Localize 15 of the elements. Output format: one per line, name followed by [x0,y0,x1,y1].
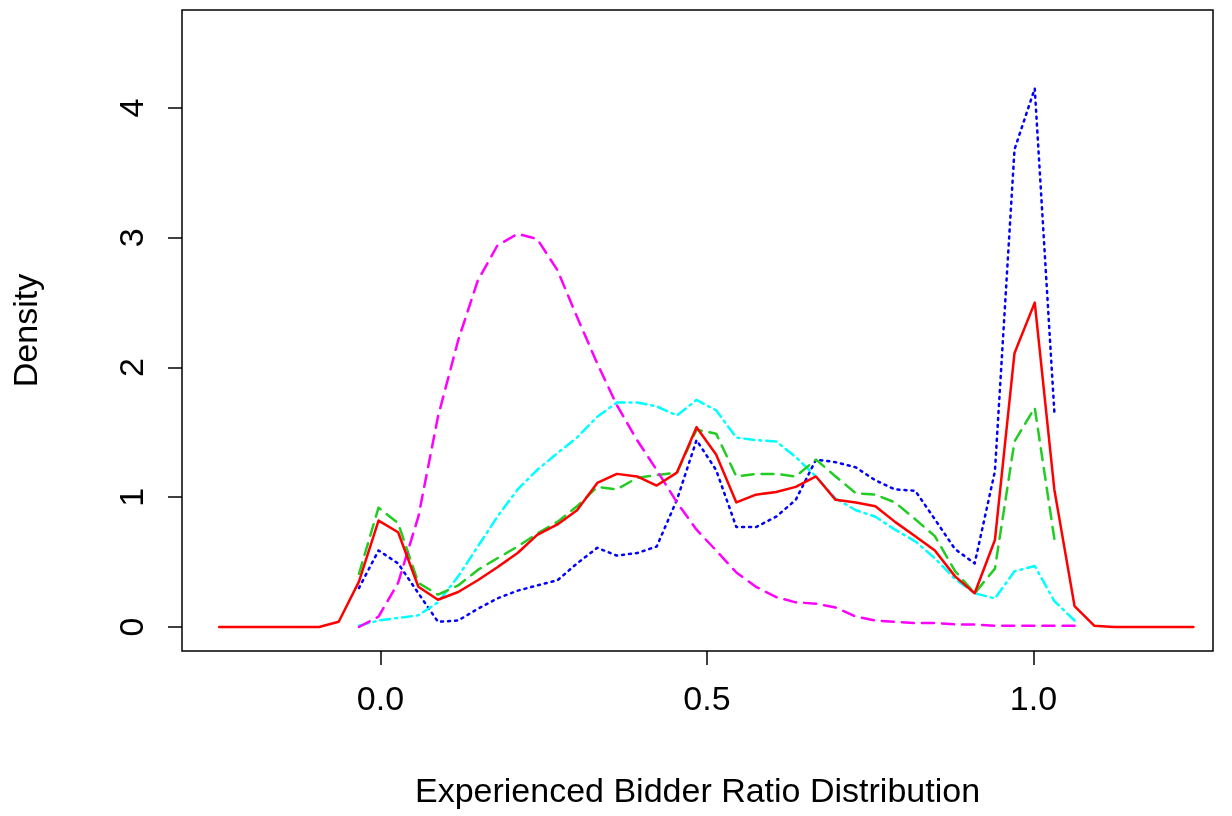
line-series [357,406,1056,596]
line-series [217,301,1195,629]
y-tick-label: 3 [112,228,150,248]
x-tick-label: 1.0 [1009,679,1058,717]
y-axis-title: Density [6,273,44,388]
line-series [357,87,1056,624]
x-tick-label: 0.0 [356,679,405,717]
y-tick-label: 4 [112,98,150,118]
y-tick-label: 2 [112,358,150,377]
y-tick-label: 1 [112,487,150,507]
y-tick-label: 0 [112,617,150,637]
x-tick-label: 0.5 [683,679,731,717]
line-series [357,398,1076,627]
line-series [357,232,1076,629]
x-axis-title: Experienced Bidder Ratio Distribution [414,771,981,809]
